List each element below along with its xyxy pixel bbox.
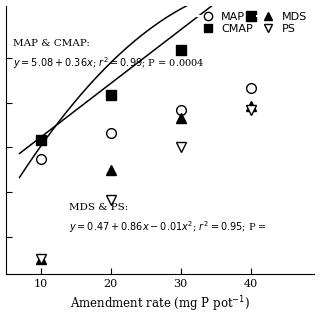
Text: $y = 5.08 + 0.36x$; $r^2 = 0.99$; P = 0.0004: $y = 5.08 + 0.36x$; $r^2 = 0.99$; P = 0.… (12, 55, 204, 71)
X-axis label: Amendment rate (mg P pot$^{-1}$): Amendment rate (mg P pot$^{-1}$) (69, 295, 250, 315)
Text: MAP & CMAP:: MAP & CMAP: (12, 39, 89, 48)
Legend: MAP, CMAP, MDS, PS: MAP, CMAP, MDS, PS (196, 11, 308, 35)
Text: MDS & PS:: MDS & PS: (68, 203, 128, 212)
Text: $y= 0.47 + 0.86x - 0.01x^2$; $r^2 = 0.95$; P =: $y= 0.47 + 0.86x - 0.01x^2$; $r^2 = 0.95… (68, 219, 267, 235)
